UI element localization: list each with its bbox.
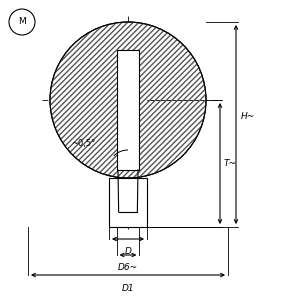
Text: D1: D1	[122, 284, 134, 293]
Bar	[109, 178, 147, 227]
Text: T~: T~	[224, 159, 237, 168]
Bar	[117, 50, 139, 170]
Text: ~0,5°: ~0,5°	[71, 139, 95, 148]
Text: H~: H~	[241, 112, 255, 121]
Text: M: M	[18, 17, 26, 26]
Text: D: D	[125, 247, 132, 256]
Circle shape	[50, 22, 206, 178]
Text: D6~: D6~	[118, 263, 138, 272]
